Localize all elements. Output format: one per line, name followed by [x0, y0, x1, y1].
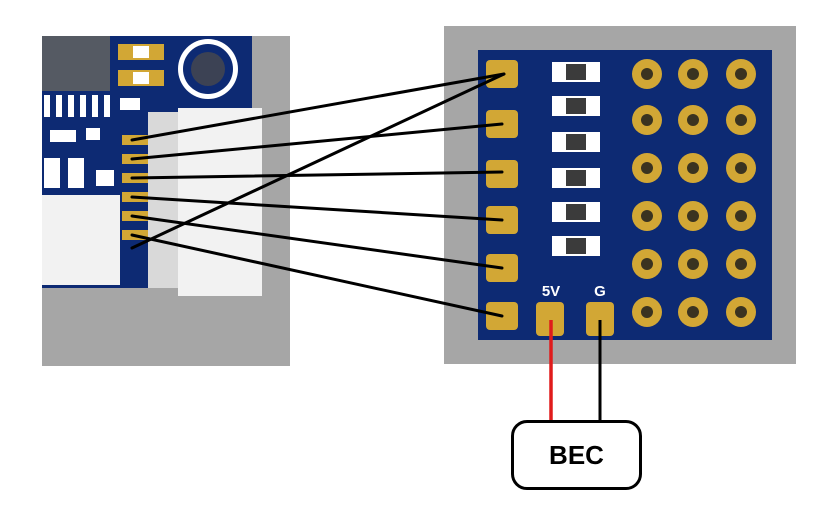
through-hole-drill — [735, 162, 747, 174]
breakout-resistors — [552, 62, 600, 256]
pad-gnd-label: G — [594, 283, 606, 300]
through-hole-grid — [632, 59, 756, 327]
left-board-chip — [42, 36, 110, 91]
through-hole-drill — [641, 162, 653, 174]
through-hole-drill — [735, 258, 747, 270]
signal-wire — [130, 233, 504, 318]
through-hole-drill — [687, 162, 699, 174]
through-hole-drill — [687, 114, 699, 126]
signal-wires — [130, 72, 506, 318]
through-hole-drill — [735, 306, 747, 318]
signal-wire — [130, 170, 504, 180]
through-hole-drill — [687, 306, 699, 318]
through-hole-drill — [735, 114, 747, 126]
bec-box: BEC — [511, 420, 642, 490]
through-hole-drill — [641, 306, 653, 318]
through-hole-drill — [735, 68, 747, 80]
smd-component — [120, 98, 140, 110]
through-hole-drill — [687, 68, 699, 80]
through-hole-drill — [641, 68, 653, 80]
right-board: 5V G — [444, 26, 796, 364]
pad-5v — [536, 302, 564, 336]
mounting-hole-core — [191, 52, 225, 86]
through-hole-drill — [687, 210, 699, 222]
signal-wire — [130, 214, 504, 270]
through-hole-drill — [641, 114, 653, 126]
left-board-smd-row — [44, 95, 114, 188]
smd-component — [133, 72, 149, 84]
right-board-pcb — [478, 50, 772, 340]
pad-5v-label: 5V — [542, 283, 560, 300]
through-hole-drill — [641, 258, 653, 270]
signal-wire — [130, 72, 506, 250]
through-hole-drill — [687, 258, 699, 270]
signal-wire — [130, 122, 504, 161]
left-board — [42, 36, 290, 366]
signal-wire — [130, 195, 504, 222]
bec-label: BEC — [549, 439, 604, 470]
left-connector — [42, 195, 120, 285]
signal-wire — [130, 72, 506, 142]
through-hole-drill — [735, 210, 747, 222]
through-hole-drill — [641, 210, 653, 222]
pad-gnd — [586, 302, 614, 336]
smd-component — [133, 46, 149, 58]
